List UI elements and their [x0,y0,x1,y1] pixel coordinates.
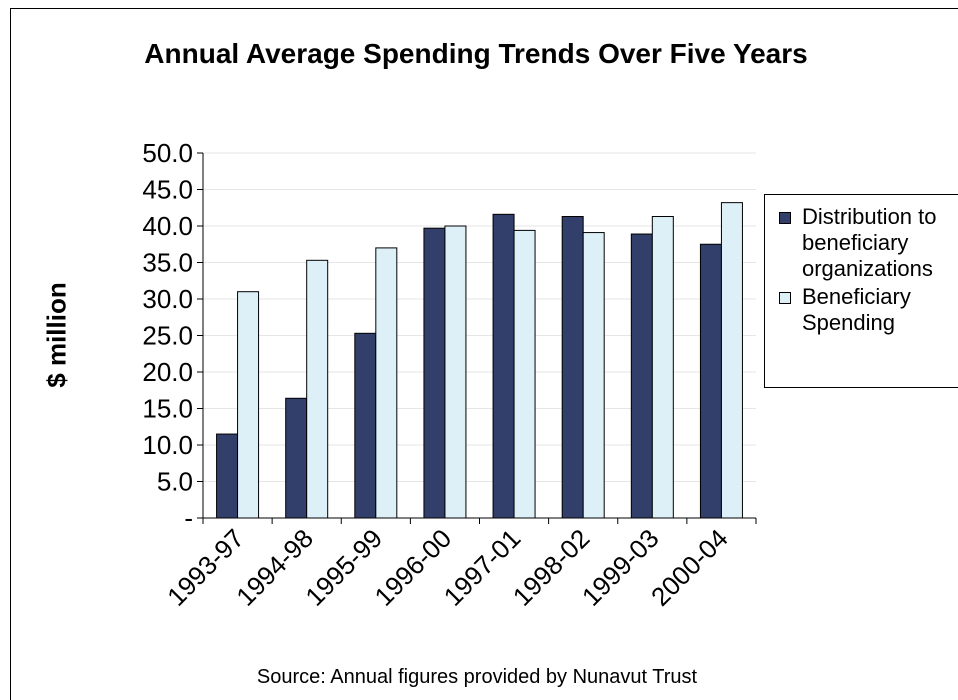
y-tick-label: 15.0 [142,394,193,424]
bar-distribution [561,216,584,519]
bar-beneficiary-spending [582,232,605,519]
bar-beneficiary-spending [375,247,398,519]
x-tick-label: 1999-03 [576,523,665,612]
y-tick-label: 20.0 [142,357,193,387]
bar-beneficiary-spending [651,216,674,519]
axes [197,152,757,524]
bar-distribution [423,227,446,519]
x-tick-label: 1993-97 [161,523,250,612]
y-tick-label: 35.0 [142,248,193,278]
legend: Distribution to beneficiary organization… [764,194,958,388]
y-tick-labels: - 5.0 10.0 15.0 20.0 25.0 30.0 35.0 40.0 45.0 50.0 [142,138,193,533]
bar-distribution [699,243,722,519]
x-tick-label: 1998-02 [507,523,596,612]
y-tick-label: 5.0 [157,467,193,497]
legend-swatch-beneficiary [779,292,791,304]
bar-beneficiary-spending [237,291,260,519]
bar-distribution [285,397,308,519]
bar-distribution [216,433,239,519]
x-tick-label: 1994-98 [230,523,319,612]
bars [216,202,743,519]
bar-distribution [354,332,377,519]
y-tick-label: 10.0 [142,430,193,460]
source-text: Source: Annual figures provided by Nunav… [256,666,698,688]
bar-beneficiary-spending [444,225,467,519]
bar-distribution [630,233,653,519]
legend-label-distribution: Distribution to beneficiary organization… [802,204,937,281]
bar-beneficiary-spending [720,202,743,519]
source-note: Source: Annual figures provided by Nunav… [0,666,958,689]
x-tick-labels: 1993-971994-981995-991996-001997-011998-… [161,523,734,612]
bar-beneficiary-spending [513,229,536,519]
bar-distribution [492,213,515,519]
y-tick-label: - [184,503,193,533]
legend-swatch-distribution [779,212,791,224]
y-tick-label: 45.0 [142,175,193,205]
bar-beneficiary-spending [306,259,329,519]
x-tick-label: 1996-00 [368,523,457,612]
x-tick-label: 1995-99 [299,523,388,612]
y-tick-label: 40.0 [142,211,193,241]
x-tick-label: 1997-01 [438,523,527,612]
legend-label-beneficiary: Beneficiary Spending [802,284,911,335]
y-tick-label: 25.0 [142,321,193,351]
chart-title: Annual Average Spending Trends Over Five… [144,38,808,69]
x-tick-label: 2000-04 [645,523,734,612]
y-tick-label: 30.0 [142,284,193,314]
y-tick-label: 50.0 [142,138,193,168]
